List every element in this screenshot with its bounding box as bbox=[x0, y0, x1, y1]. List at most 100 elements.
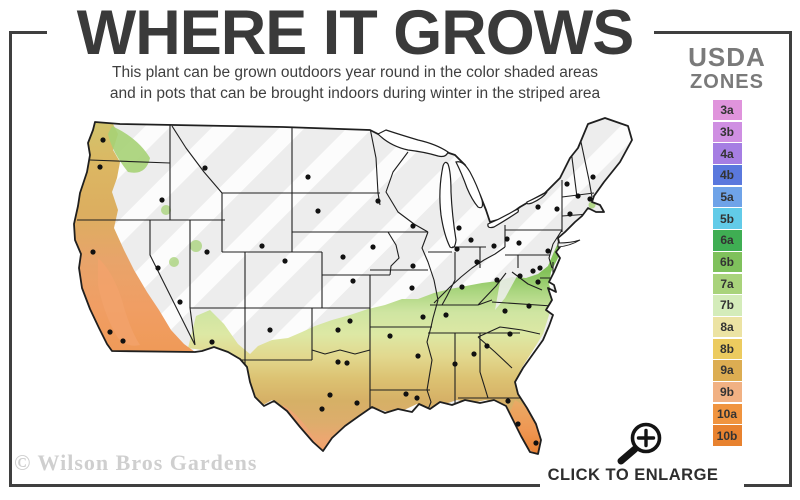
frame-left bbox=[9, 31, 12, 487]
city-dot bbox=[545, 248, 551, 254]
city-dot bbox=[502, 308, 508, 314]
city-dot bbox=[590, 174, 596, 180]
great-lakes bbox=[376, 129, 548, 249]
legend-title-line-2: ZONES bbox=[690, 71, 764, 93]
watermark: © Wilson Bros Gardens bbox=[14, 450, 258, 475]
city-dot bbox=[526, 303, 532, 309]
city-dot bbox=[474, 259, 480, 265]
city-dots bbox=[90, 137, 596, 446]
city-dot bbox=[414, 395, 420, 401]
city-dot bbox=[410, 263, 416, 269]
idaho-green-spot bbox=[161, 205, 171, 215]
city-dot bbox=[468, 237, 474, 243]
city-dot bbox=[530, 268, 536, 274]
zone-swatch-4b: 4b bbox=[712, 165, 742, 186]
city-dot bbox=[517, 273, 523, 279]
magnifier-icon[interactable] bbox=[617, 422, 662, 465]
city-dot bbox=[564, 181, 570, 187]
city-dot bbox=[347, 318, 353, 324]
city-dot bbox=[575, 193, 581, 199]
frame-top-right bbox=[654, 31, 792, 34]
zone-swatch-8a: 8a bbox=[712, 316, 742, 338]
city-dot bbox=[494, 277, 500, 283]
click-to-enlarge-label[interactable]: CLICK TO ENLARGE bbox=[547, 466, 719, 484]
usda-zones-legend: USDA ZONES 3a 3b 4a 4b 5a 5b 6a 6b 7a 7b 8a 8b 9a 9b 1… bbox=[672, 44, 782, 447]
utah-green-spot bbox=[190, 240, 202, 252]
frame-top-left bbox=[9, 31, 47, 34]
northwest-green-zone bbox=[108, 126, 150, 173]
lake-superior bbox=[376, 129, 449, 158]
city-dot bbox=[100, 137, 106, 143]
city-dot bbox=[516, 240, 522, 246]
city-dot bbox=[354, 400, 360, 406]
city-dot bbox=[335, 327, 341, 333]
city-dot bbox=[535, 204, 541, 210]
city-dot bbox=[587, 196, 593, 202]
city-dot bbox=[209, 339, 215, 345]
lake-ontario bbox=[526, 191, 548, 205]
zone-swatch-7b: 7b bbox=[712, 295, 742, 316]
city-dot bbox=[537, 265, 543, 271]
city-dot bbox=[90, 249, 96, 255]
city-dot bbox=[507, 331, 513, 337]
city-dot bbox=[107, 329, 113, 335]
city-dot bbox=[515, 421, 521, 427]
zone-swatch-4a: 4a bbox=[712, 143, 742, 164]
city-dot bbox=[267, 327, 273, 333]
city-dot bbox=[533, 440, 539, 446]
lake-huron bbox=[455, 161, 484, 209]
zone-swatch-5a: 5a bbox=[712, 186, 742, 208]
city-dot bbox=[282, 258, 288, 264]
city-dot bbox=[454, 246, 460, 252]
city-dot bbox=[403, 391, 409, 397]
city-dot bbox=[120, 338, 126, 344]
legend-title: USDA ZONES bbox=[672, 44, 782, 92]
subtitle: This plant can be grown outdoors year ro… bbox=[30, 62, 680, 104]
city-dot bbox=[459, 284, 465, 290]
city-dot bbox=[420, 314, 426, 320]
city-dot bbox=[415, 353, 421, 359]
city-dot bbox=[204, 249, 210, 255]
city-dot bbox=[535, 279, 541, 285]
city-dot bbox=[567, 211, 573, 217]
zone-swatch-8b: 8b bbox=[712, 338, 742, 359]
zone-swatch-9b: 9b bbox=[712, 381, 742, 403]
lake-erie bbox=[487, 208, 519, 229]
city-dot bbox=[315, 208, 321, 214]
city-dot bbox=[505, 398, 511, 404]
city-dot bbox=[259, 243, 265, 249]
zone-swatch-6a: 6a bbox=[712, 230, 742, 251]
city-dot bbox=[443, 312, 449, 318]
frame-bottom-right bbox=[744, 484, 792, 487]
city-dot bbox=[554, 206, 560, 212]
appalachian-gray-wedge bbox=[495, 258, 520, 310]
zone-swatch-3a: 3a bbox=[712, 100, 742, 121]
city-dot bbox=[335, 359, 341, 365]
city-dot bbox=[159, 197, 165, 203]
city-dot bbox=[370, 244, 376, 250]
city-dot bbox=[305, 174, 311, 180]
state-borders bbox=[77, 124, 595, 420]
subtitle-line-1: This plant can be grown outdoors year ro… bbox=[112, 64, 598, 81]
city-dot bbox=[327, 392, 333, 398]
city-dot bbox=[344, 360, 350, 366]
zone-swatch-10b: 10b bbox=[712, 425, 742, 446]
city-dot bbox=[484, 343, 490, 349]
frame-bottom-left bbox=[9, 484, 540, 487]
zone-swatch-3b: 3b bbox=[712, 121, 742, 143]
city-dot bbox=[504, 236, 510, 242]
city-dot bbox=[155, 265, 161, 271]
city-dot bbox=[456, 225, 462, 231]
zone-swatch-6b: 6b bbox=[712, 251, 742, 273]
zone-swatch-9a: 9a bbox=[712, 360, 742, 381]
zone-swatch-5b: 5b bbox=[712, 208, 742, 229]
city-dot bbox=[491, 243, 497, 249]
california-valley-zone bbox=[98, 258, 140, 346]
page-title: WHERE IT GROWS bbox=[76, 0, 634, 68]
city-dot bbox=[97, 164, 103, 170]
lake-michigan bbox=[439, 161, 457, 249]
city-dot bbox=[387, 333, 393, 339]
long-island bbox=[557, 239, 581, 248]
